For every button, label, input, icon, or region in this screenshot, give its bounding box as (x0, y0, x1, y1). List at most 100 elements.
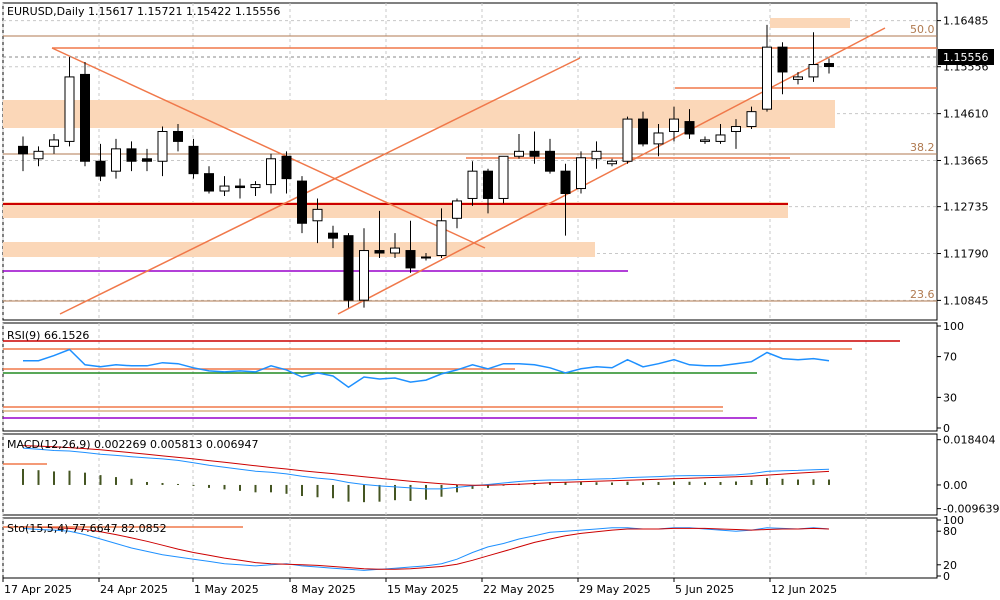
candle-body (297, 180, 307, 224)
price-tick-label: 1.14610 (943, 108, 989, 121)
candle-body (204, 173, 214, 192)
date-tick-label: 29 May 2025 (579, 583, 651, 596)
candle-body (80, 73, 90, 162)
macd-title: MACD(12,26,9) 0.002269 0.005813 0.006947 (7, 438, 259, 451)
candle-body (793, 76, 803, 80)
candle-body (421, 256, 431, 259)
date-tick-label: 24 Apr 2025 (100, 583, 168, 596)
candle-body (467, 170, 478, 199)
resistance-zone (770, 18, 850, 28)
date-axis: 17 Apr 2025 24 Apr 2025 1 May 2025 8 May 20… (2, 578, 837, 596)
date-tick-label: 5 Jun 2025 (675, 583, 734, 596)
sto-tick-label: 0 (943, 570, 950, 583)
candle-body (746, 111, 757, 128)
sto-tick-label: 20 (943, 559, 957, 572)
sto-tick-label: 80 (943, 525, 957, 538)
candle-body (452, 200, 462, 219)
price-tick-label: 1.11790 (943, 248, 989, 261)
candle-body (731, 126, 741, 132)
date-tick-label: 17 Apr 2025 (4, 583, 72, 596)
rsi-tick-label: 100 (943, 320, 964, 333)
candle-body (343, 235, 354, 301)
price-tick-label: 1.13665 (943, 155, 989, 168)
rsi-axis: 100 70 30 0 (937, 320, 964, 435)
candle-body (405, 250, 416, 269)
rsi-title: RSI(9) 66.1526 (7, 329, 89, 342)
macd-tick-label: 0.018404 (943, 434, 996, 447)
lower-zone (3, 242, 595, 257)
candle-body (638, 118, 648, 145)
fib-label-50: 50.0 (910, 23, 935, 36)
candle-body (188, 145, 199, 175)
macd-signal-line (22, 445, 830, 486)
macd-panel-frame (2, 433, 938, 516)
price-grid (2, 3, 937, 578)
macd-histogram (22, 468, 830, 503)
fib-label-38: 38.2 (910, 141, 935, 154)
candle-body (235, 185, 245, 189)
candle-body (33, 150, 44, 160)
candle-body (266, 158, 276, 186)
candle-body (142, 158, 152, 162)
candle-body (157, 130, 168, 162)
date-tick-label: 1 May 2025 (194, 583, 259, 596)
symbol-header: EURUSD,Daily 1.15617 1.15721 1.15422 1.1… (7, 5, 280, 18)
date-tick-label: 12 Jun 2025 (771, 583, 837, 596)
candle-body (560, 170, 571, 194)
candle-body (684, 121, 695, 135)
middle-zone (3, 202, 788, 218)
price-tick-label: 1.12735 (943, 201, 989, 214)
candle-body (576, 157, 586, 190)
candle-body (715, 134, 726, 142)
candle-body (173, 130, 183, 142)
candle-body (529, 150, 540, 157)
candle-body (824, 63, 834, 67)
price-tick-label: 1.10845 (943, 294, 989, 307)
candle-body (436, 220, 447, 257)
candle-body (607, 160, 617, 165)
candle-body (700, 139, 710, 142)
candle-body (328, 232, 338, 239)
candle-body (653, 132, 664, 145)
macd-tick-label: 0.00 (943, 479, 968, 492)
price-tick-label: 1.16485 (943, 15, 989, 28)
sto-tick-label: 100 (943, 514, 964, 527)
macd-tick-label: -0.009639 (943, 503, 999, 516)
candle-body (49, 139, 59, 147)
date-tick-label: 8 May 2025 (291, 583, 356, 596)
candle-body (498, 155, 509, 199)
descending-trendline (51, 47, 486, 249)
sto-title: Sto(15,5,4) 77.6647 82.0852 (7, 522, 167, 535)
candle-body (95, 160, 106, 177)
candle-body (219, 185, 230, 192)
candle-body (483, 170, 493, 199)
current-price-label: 1.15556 (943, 51, 989, 64)
candle-body (777, 46, 788, 73)
rsi-tick-label: 70 (943, 351, 957, 364)
candle-body (808, 64, 819, 78)
candle-body (281, 155, 292, 180)
candlesticks (18, 24, 834, 308)
candle-body (669, 118, 679, 132)
candle-body (18, 145, 28, 155)
candle-body (64, 76, 75, 142)
candle-body (762, 46, 772, 110)
candle-body (250, 184, 261, 189)
macd-main-line (22, 447, 830, 490)
current-price-box (938, 49, 994, 65)
candle-body (545, 150, 555, 172)
date-tick-label: 22 May 2025 (483, 583, 555, 596)
candle-body (359, 250, 369, 301)
candle-body (126, 148, 137, 162)
rsi-levels (3, 340, 900, 419)
channel-lower-line (59, 57, 581, 315)
fib-label-23: 23.6 (910, 288, 935, 301)
ascending-trendline (337, 27, 886, 315)
rsi-line (23, 348, 830, 389)
candle-body (514, 150, 524, 157)
candle-body (591, 150, 602, 160)
candle-body (111, 148, 121, 172)
